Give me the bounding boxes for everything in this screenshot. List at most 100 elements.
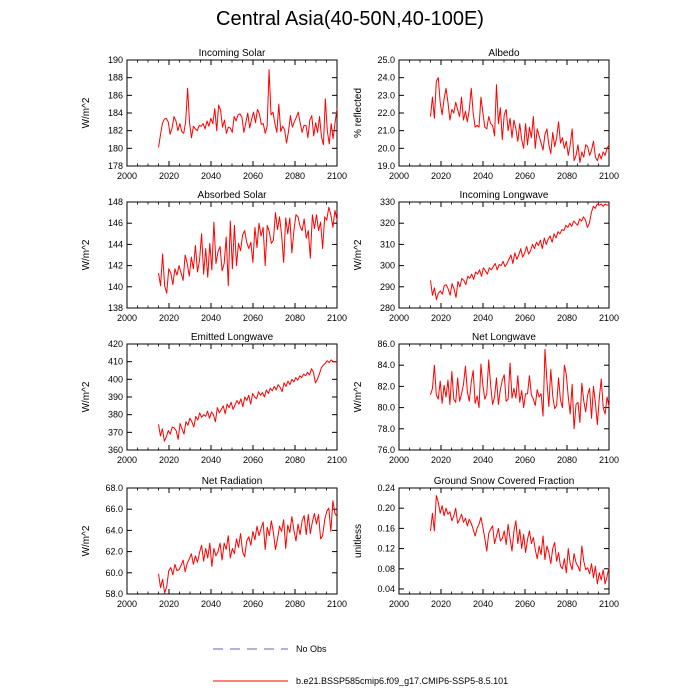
- plot-frame: [126, 343, 338, 451]
- x-tick-label: 2000: [389, 599, 409, 609]
- y-axis-label: W/m^2: [81, 381, 92, 412]
- x-tick-label: 2000: [117, 455, 137, 465]
- x-tick-label: 2060: [515, 455, 535, 465]
- series-line: [430, 348, 610, 430]
- y-axis-label: W/m^2: [81, 525, 92, 556]
- x-tick-label: 2060: [515, 171, 535, 181]
- series-line: [430, 495, 610, 585]
- x-tick-label: 2080: [557, 313, 577, 323]
- y-tick-label: 0.20: [377, 503, 395, 513]
- plot-frame: [126, 487, 338, 595]
- x-tick-label: 2000: [117, 171, 137, 181]
- x-tick-label: 2080: [557, 171, 577, 181]
- y-axis-label: W/m^2: [353, 239, 364, 270]
- y-tick-label: 410: [108, 357, 123, 367]
- x-tick-label: 2040: [201, 171, 221, 181]
- panel-4: Incoming Longwave W/m^2 2000 2020 2040 2060 20…: [353, 190, 619, 323]
- x-tick-label: 2060: [243, 171, 263, 181]
- y-tick-label: 400: [108, 374, 123, 384]
- series-line: [158, 206, 338, 294]
- x-tick-label: 2020: [431, 455, 451, 465]
- x-tick-label: 2000: [117, 599, 137, 609]
- y-axis-label: W/m^2: [81, 239, 92, 270]
- y-tick-label: 24.0: [377, 73, 395, 83]
- y-tick-label: 144: [108, 239, 123, 249]
- y-tick-label: 320: [380, 218, 395, 228]
- y-tick-label: 0.08: [377, 564, 395, 574]
- figure-title: Central Asia(40-50N,40-100E): [216, 8, 484, 30]
- series-line: [158, 69, 338, 148]
- y-tick-label: 58.0: [105, 589, 123, 599]
- y-tick-label: 180: [108, 143, 123, 153]
- y-tick-label: 140: [108, 282, 123, 292]
- y-tick-label: 23.0: [377, 90, 395, 100]
- x-tick-label: 2040: [473, 455, 493, 465]
- y-tick-label: 68.0: [105, 483, 123, 493]
- x-tick-label: 2100: [327, 313, 347, 323]
- y-tick-label: 80.0: [377, 403, 395, 413]
- legend: No Obs b.e21.BSSP585cmip6.f09_g17.CMIP6-…: [213, 644, 508, 686]
- x-tick-label: 2100: [599, 313, 619, 323]
- x-tick-label: 2020: [431, 171, 451, 181]
- x-tick-label: 2100: [599, 171, 619, 181]
- y-axis-label: W/m^2: [353, 381, 364, 412]
- y-tick-label: 76.0: [377, 445, 395, 455]
- panel-5: Emitted Longwave W/m^2 2000 2020 2040 2060 208…: [81, 332, 347, 465]
- x-tick-label: 2100: [599, 599, 619, 609]
- x-tick-label: 2100: [327, 599, 347, 609]
- x-tick-label: 2020: [159, 599, 179, 609]
- x-tick-label: 2100: [327, 171, 347, 181]
- panel-2: Albedo % reflected 2000 2020 2040 2060 2080 210…: [353, 48, 619, 181]
- y-tick-label: 22.0: [377, 108, 395, 118]
- panel-title: Ground Snow Covered Fraction: [434, 476, 575, 487]
- legend-obs-label: No Obs: [296, 644, 327, 654]
- series-line: [158, 359, 338, 442]
- series-line: [430, 77, 610, 163]
- x-tick-label: 2080: [557, 455, 577, 465]
- panel-1: Incoming Solar W/m^2 2000 2020 2040 2060 2080 2…: [81, 48, 347, 181]
- x-tick-label: 2040: [201, 313, 221, 323]
- y-tick-label: 390: [108, 392, 123, 402]
- y-tick-label: 138: [108, 303, 123, 313]
- panel-title: Emitted Longwave: [191, 332, 274, 343]
- x-tick-label: 2020: [159, 313, 179, 323]
- y-tick-label: 62.0: [105, 547, 123, 557]
- x-tick-label: 2040: [473, 599, 493, 609]
- y-tick-label: 19.0: [377, 161, 395, 171]
- panel-title: Incoming Longwave: [460, 190, 549, 201]
- y-axis-label: unitless: [353, 524, 364, 558]
- y-tick-label: 280: [380, 303, 395, 313]
- y-tick-label: 60.0: [105, 568, 123, 578]
- y-tick-label: 330: [380, 197, 395, 207]
- y-tick-label: 0.24: [377, 483, 395, 493]
- y-tick-label: 78.0: [377, 424, 395, 434]
- y-tick-label: 370: [108, 427, 123, 437]
- x-tick-label: 2080: [285, 313, 305, 323]
- panel-title: Incoming Solar: [199, 48, 266, 59]
- y-tick-label: 420: [108, 339, 123, 349]
- y-tick-label: 184: [108, 108, 123, 118]
- y-tick-label: 82.0: [377, 381, 395, 391]
- y-tick-label: 0.16: [377, 523, 395, 533]
- panel-title: Absorbed Solar: [198, 190, 268, 201]
- plot-frame: [398, 487, 610, 595]
- y-tick-label: 300: [380, 261, 395, 271]
- panel-6: Net Longwave W/m^2 2000 2020 2040 2060 2080 210…: [353, 332, 619, 465]
- y-tick-label: 290: [380, 282, 395, 292]
- y-tick-label: 360: [108, 445, 123, 455]
- y-tick-label: 310: [380, 239, 395, 249]
- x-tick-label: 2080: [285, 455, 305, 465]
- y-tick-label: 0.12: [377, 544, 395, 554]
- y-tick-label: 188: [108, 73, 123, 83]
- y-tick-label: 20.0: [377, 143, 395, 153]
- series-line: [430, 203, 610, 301]
- y-tick-label: 148: [108, 197, 123, 207]
- series-line: [158, 500, 338, 594]
- x-tick-label: 2060: [243, 313, 263, 323]
- x-tick-label: 2040: [473, 171, 493, 181]
- y-tick-label: 142: [108, 261, 123, 271]
- y-tick-label: 21.0: [377, 126, 395, 136]
- panel-7: Net Radiation W/m^2 2000 2020 2040 2060 2080 21…: [81, 476, 347, 609]
